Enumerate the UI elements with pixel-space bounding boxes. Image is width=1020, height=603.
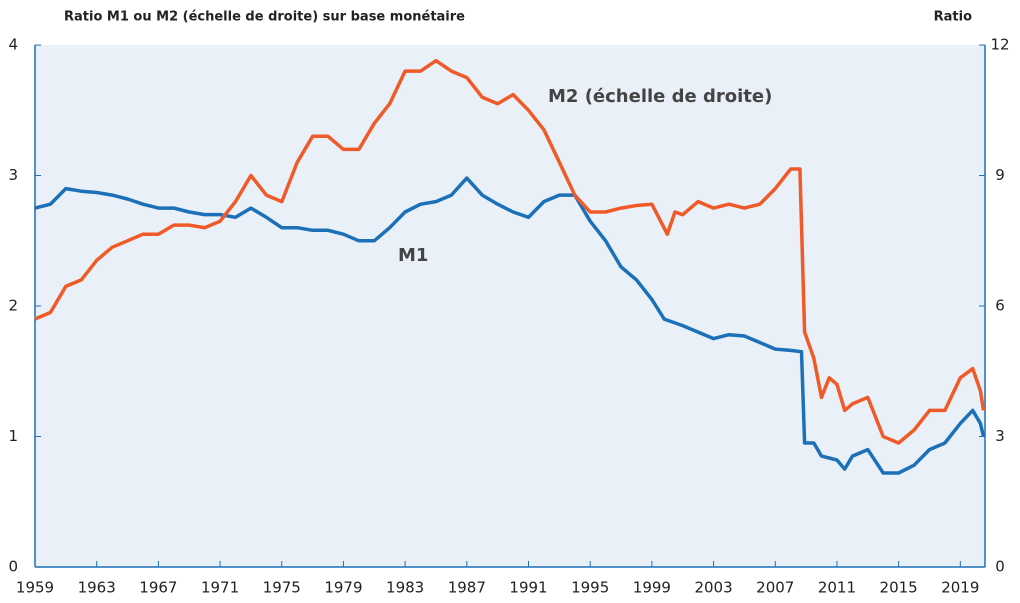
x-tick-label: 1995 [571, 579, 609, 597]
x-tick-label: 1999 [633, 579, 671, 597]
x-tick-label: 1959 [16, 579, 54, 597]
x-tick-label: 1971 [201, 579, 239, 597]
x-tick-label: 2003 [694, 579, 732, 597]
x-tick-label: 2011 [818, 579, 856, 597]
y-tick-label: 0 [8, 558, 18, 576]
y2-tick-label: 0 [995, 558, 1005, 576]
x-tick-label: 2019 [941, 579, 979, 597]
y-tick-label: 2 [8, 297, 18, 315]
x-tick-label: 2007 [756, 579, 794, 597]
y2-tick-label: 3 [995, 427, 1005, 445]
y2-tick-label: 6 [995, 297, 1005, 315]
x-tick-label: 1979 [324, 579, 362, 597]
x-tick-label: 1967 [139, 579, 177, 597]
y-tick-label: 4 [8, 36, 18, 54]
y-tick-label: 3 [8, 166, 18, 184]
annotation: M2 (échelle de droite) [548, 86, 772, 107]
x-tick-label: 1991 [509, 579, 547, 597]
x-tick-label: 1975 [263, 579, 301, 597]
x-tick-label: 1987 [448, 579, 486, 597]
line-series [34, 58, 986, 445]
x-tick-label: 1963 [78, 579, 116, 597]
chart-title: Ratio M1 ou M2 (échelle de droite) sur b… [64, 10, 465, 25]
y2-axis-label: Ratio [934, 10, 972, 25]
annotation: M1 [398, 245, 428, 266]
x-tick-label: 1983 [386, 579, 424, 597]
line-series [34, 176, 986, 475]
y-tick-label: 1 [8, 427, 18, 445]
y2-tick-label: 9 [995, 166, 1005, 184]
x-tick-label: 2015 [880, 579, 918, 597]
plot-area [35, 45, 985, 567]
y2-tick-label: 12 [990, 36, 1009, 54]
